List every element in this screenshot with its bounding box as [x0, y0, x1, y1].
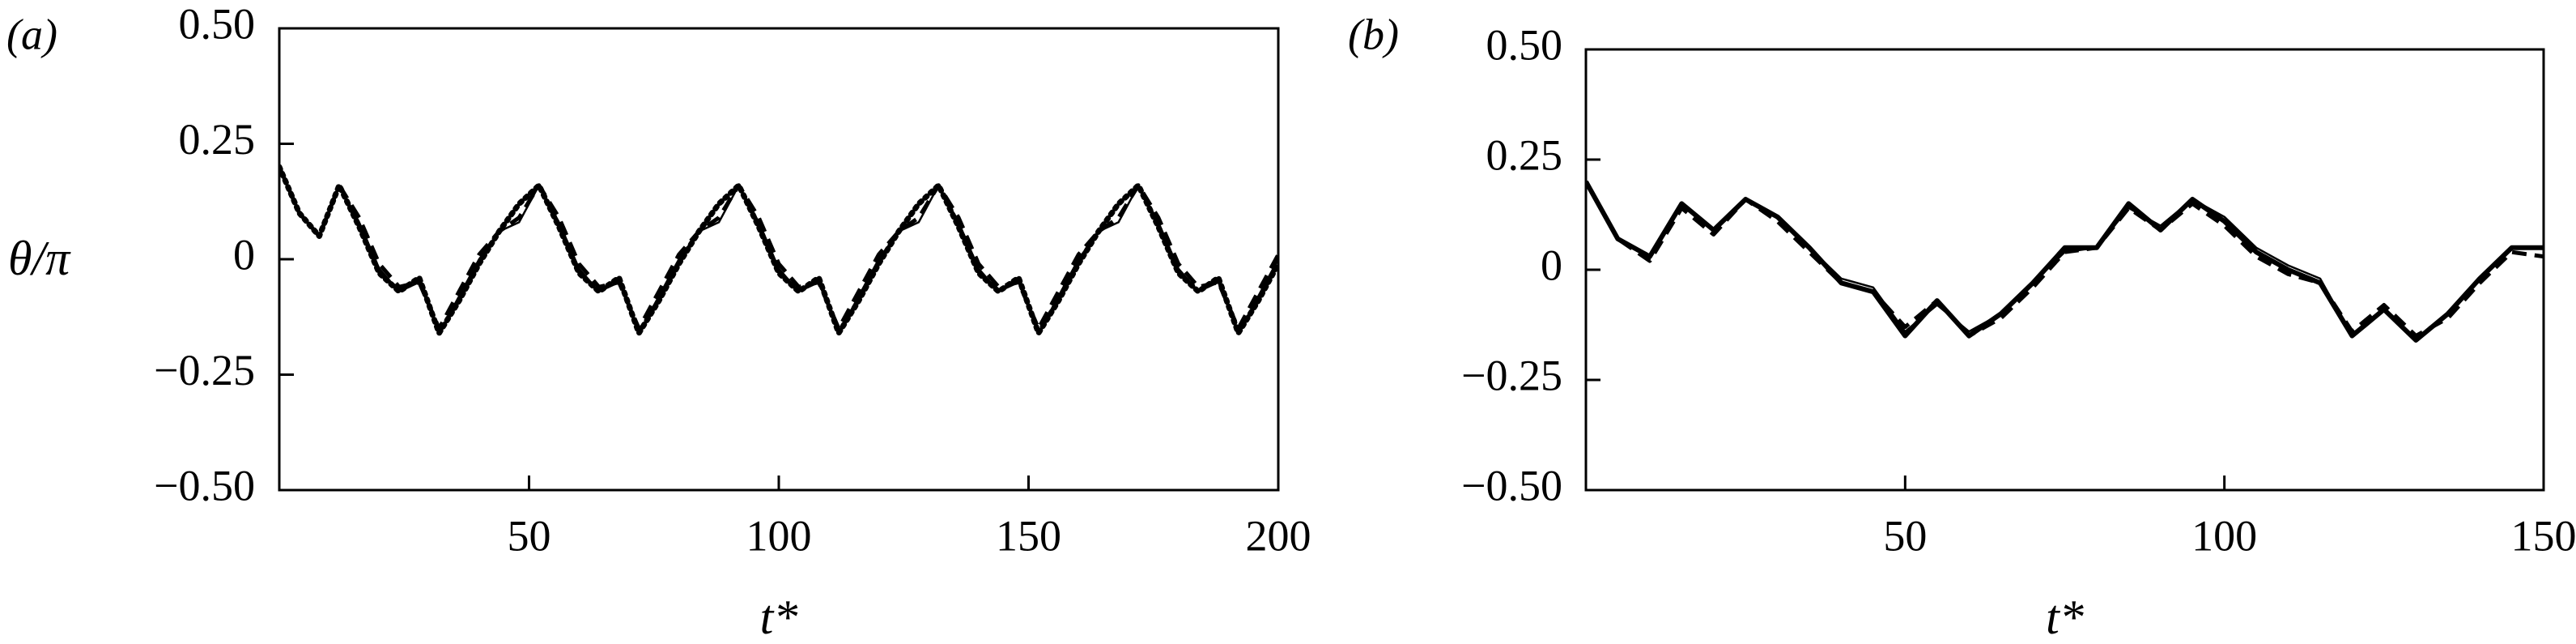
y-tick-label: −0.25	[1461, 351, 1562, 399]
y-tick-label: 0.50	[179, 0, 256, 48]
data-line	[1586, 181, 2544, 342]
x-tick-label: 100	[746, 511, 812, 560]
data-line	[279, 166, 1278, 331]
panel-label: (b)	[1348, 10, 1399, 58]
y-tick-label: 0	[1541, 241, 1562, 289]
y-tick-label: 0.25	[179, 115, 256, 164]
data-line	[279, 164, 1278, 336]
x-tick-label: 50	[1883, 511, 1927, 560]
y-tick-label: 0	[233, 230, 255, 279]
y-tick-label: −0.50	[154, 461, 255, 510]
data-line	[1586, 180, 2544, 343]
y-tick-label: −0.50	[1461, 461, 1562, 510]
y-tick-label: 0.50	[1486, 20, 1563, 69]
x-tick-label: 200	[1246, 511, 1311, 560]
y-axis-label: θ/π	[8, 232, 71, 285]
plot-frame	[1584, 48, 2545, 492]
x-tick-label: 150	[996, 511, 1061, 560]
y-tick-label: 0.25	[1486, 130, 1563, 179]
x-tick-label: 50	[508, 511, 551, 560]
x-axis-label: t*	[760, 591, 798, 644]
x-axis-label: t*	[2046, 591, 2084, 644]
data-line	[1586, 180, 2544, 339]
x-tick-label: 100	[2191, 511, 2257, 560]
panel-label: (a)	[6, 10, 57, 58]
y-tick-label: −0.25	[154, 346, 255, 395]
x-tick-label: 150	[2511, 511, 2576, 560]
